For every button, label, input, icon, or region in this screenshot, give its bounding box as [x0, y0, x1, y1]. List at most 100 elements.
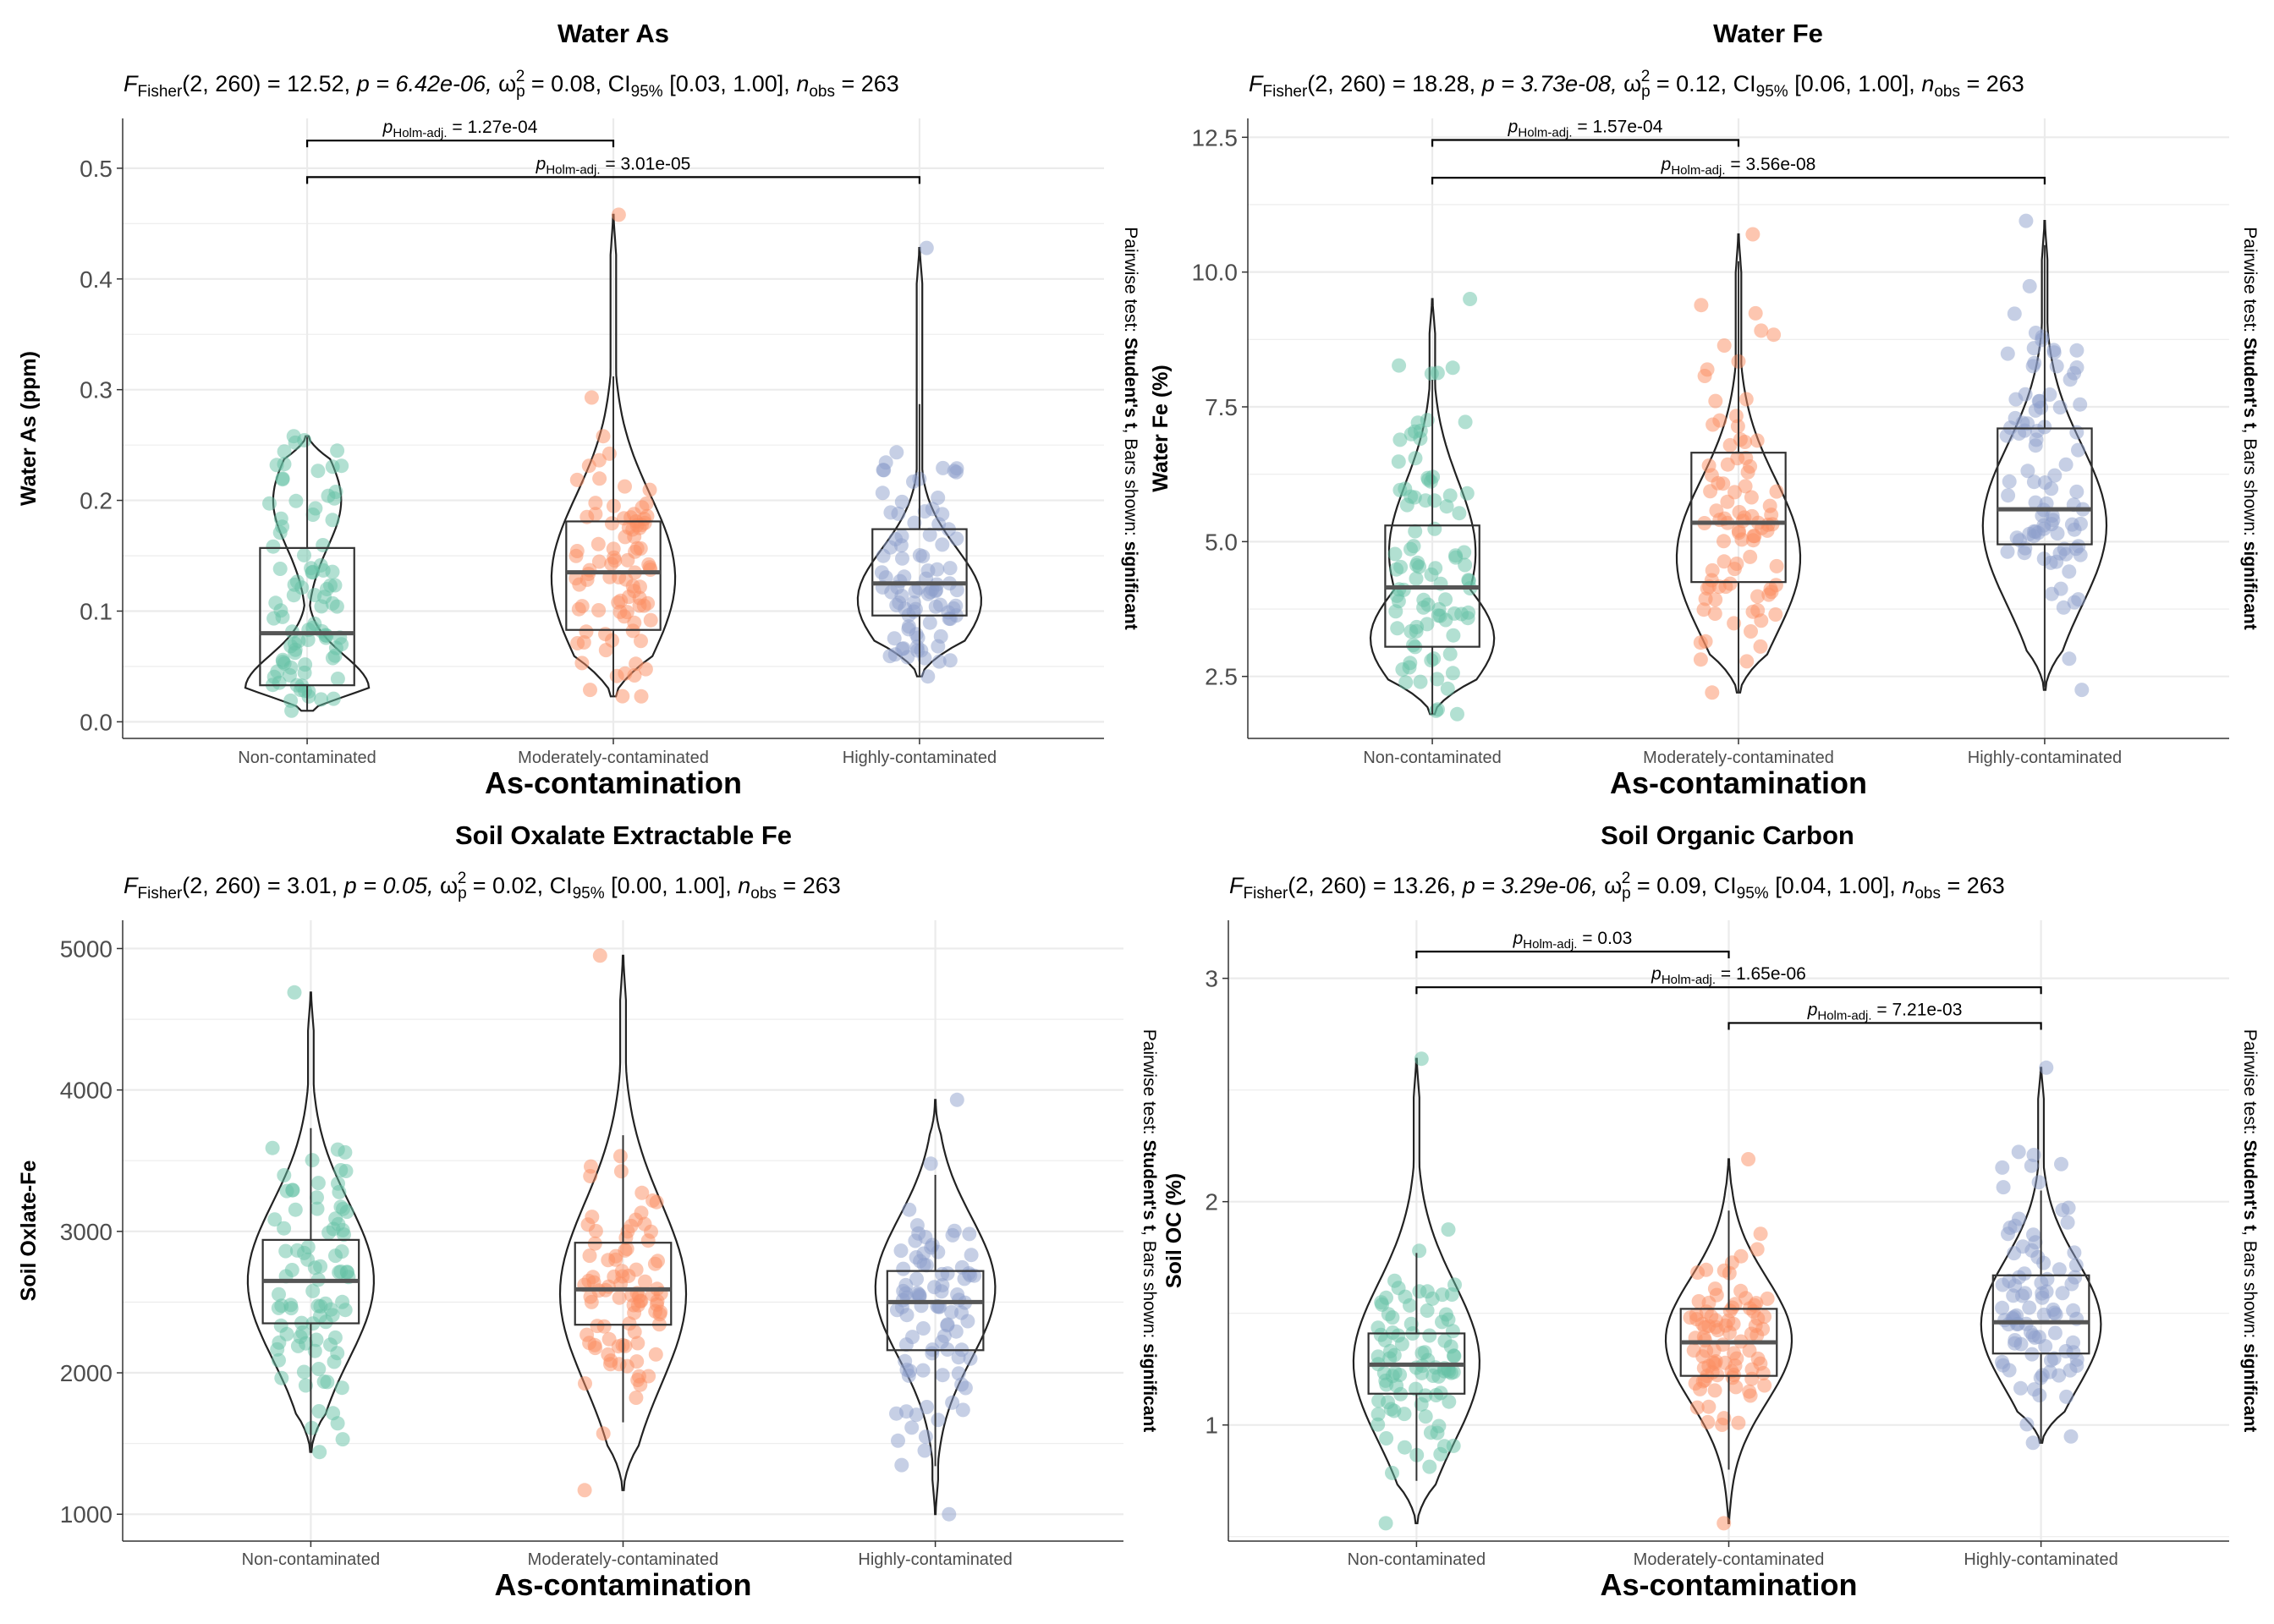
data-point — [331, 1176, 345, 1191]
data-point — [289, 1243, 305, 1258]
data-point — [277, 656, 292, 671]
data-point — [907, 515, 922, 530]
y-tick-label: 0.4 — [80, 266, 113, 293]
pairwise-bracket: pHolm-adj. = 3.56e-08 — [1431, 155, 2046, 185]
data-point — [334, 458, 349, 474]
data-point — [2068, 1270, 2083, 1285]
box-2 — [871, 403, 968, 677]
data-point — [2000, 346, 2015, 361]
data-point — [933, 628, 948, 644]
x-tick-label: Moderately-contaminated — [1634, 1550, 1825, 1569]
chart-title: Soil Oxalate Extractable Fe — [455, 820, 792, 850]
data-point — [2017, 423, 2032, 438]
data-point — [1996, 1358, 2011, 1373]
data-point — [287, 985, 302, 1000]
data-point — [925, 1237, 940, 1253]
data-point — [338, 1303, 353, 1318]
data-point — [1731, 1415, 1746, 1430]
pairwise-caption: Pairwise test: Student's t, Bars shown: … — [1140, 1029, 1159, 1432]
data-point — [584, 1294, 599, 1309]
data-point — [1721, 1313, 1736, 1328]
data-point — [942, 612, 958, 627]
data-point — [1370, 1407, 1386, 1422]
data-point — [608, 1248, 623, 1264]
data-point — [1757, 1378, 1772, 1393]
data-point — [1442, 488, 1458, 503]
data-point — [300, 1239, 316, 1254]
data-point — [894, 494, 909, 509]
data-point — [2048, 1307, 2063, 1322]
data-point — [325, 513, 340, 528]
data-point — [334, 1380, 349, 1396]
data-point — [902, 1202, 917, 1217]
data-point — [2052, 1368, 2067, 1383]
data-point — [1693, 652, 1708, 667]
data-point — [2042, 387, 2057, 402]
data-point — [328, 1211, 343, 1226]
data-point — [1720, 457, 1735, 472]
data-point — [2024, 1243, 2040, 1258]
data-point — [1766, 327, 1782, 343]
data-point — [1749, 433, 1765, 448]
pairwise-caption: Pairwise test: Student's t, Bars shown: … — [1121, 227, 1140, 629]
data-point — [940, 1317, 955, 1332]
box-iqr — [1690, 452, 1787, 584]
data-point — [1398, 675, 1414, 690]
data-point — [277, 457, 292, 472]
data-point — [895, 551, 909, 566]
data-point — [2058, 457, 2074, 472]
box-1 — [1679, 1210, 1778, 1470]
data-point — [2013, 1336, 2029, 1352]
data-point — [1745, 533, 1760, 548]
pairwise-caption: Pairwise test: Student's t, Bars shown: … — [2240, 227, 2260, 629]
data-point — [1703, 484, 1718, 499]
data-point — [574, 656, 590, 671]
data-point — [617, 511, 631, 526]
stat-subtitle: FFisher(2, 260) = 18.28, p = 3.73e-08, ω… — [1249, 68, 2024, 101]
data-point — [339, 1204, 354, 1220]
data-point — [1426, 651, 1442, 667]
data-point — [629, 1212, 643, 1227]
data-point — [613, 593, 629, 608]
data-point — [2026, 1227, 2041, 1243]
data-point — [2053, 581, 2068, 596]
data-point — [1769, 558, 1784, 573]
data-point — [1757, 1309, 1772, 1325]
data-point — [2071, 442, 2085, 458]
box-iqr — [259, 546, 355, 687]
data-point — [889, 445, 904, 460]
y-tick-label: 5000 — [60, 935, 113, 962]
data-point — [1750, 1351, 1766, 1366]
data-point — [2002, 474, 2017, 489]
panel-2: 1000 2000 3000 4000 5000 Non-contaminated Mode… — [17, 820, 1159, 1602]
data-point — [1417, 1345, 1432, 1360]
data-point — [270, 1341, 285, 1357]
data-point — [2035, 1286, 2050, 1301]
data-point — [908, 584, 923, 599]
data-point — [2038, 1339, 2053, 1354]
data-point — [339, 1265, 354, 1280]
data-point — [920, 563, 936, 579]
data-point — [1738, 479, 1753, 494]
data-point — [620, 552, 635, 568]
bracket-label: pHolm-adj. = 7.21e-03 — [1807, 1000, 1963, 1023]
data-point — [305, 1283, 321, 1298]
x-tick-label: Moderately-contaminated — [1643, 749, 1834, 767]
y-tick-label: 0.0 — [80, 709, 113, 735]
data-point — [632, 598, 647, 613]
data-point — [310, 1176, 326, 1191]
data-point — [311, 1404, 327, 1418]
data-point — [570, 636, 585, 650]
data-point — [629, 1262, 644, 1277]
data-point — [951, 1366, 966, 1381]
data-point — [284, 1263, 299, 1277]
y-tick-label: 2.5 — [1205, 664, 1238, 690]
data-point — [1690, 1265, 1706, 1280]
y-axis-label: Water As (ppm) — [17, 351, 41, 506]
data-point — [312, 1309, 327, 1324]
data-point — [1744, 508, 1760, 524]
data-point — [618, 529, 633, 545]
data-point — [613, 1164, 629, 1179]
data-point — [305, 564, 321, 579]
data-point — [326, 691, 341, 706]
